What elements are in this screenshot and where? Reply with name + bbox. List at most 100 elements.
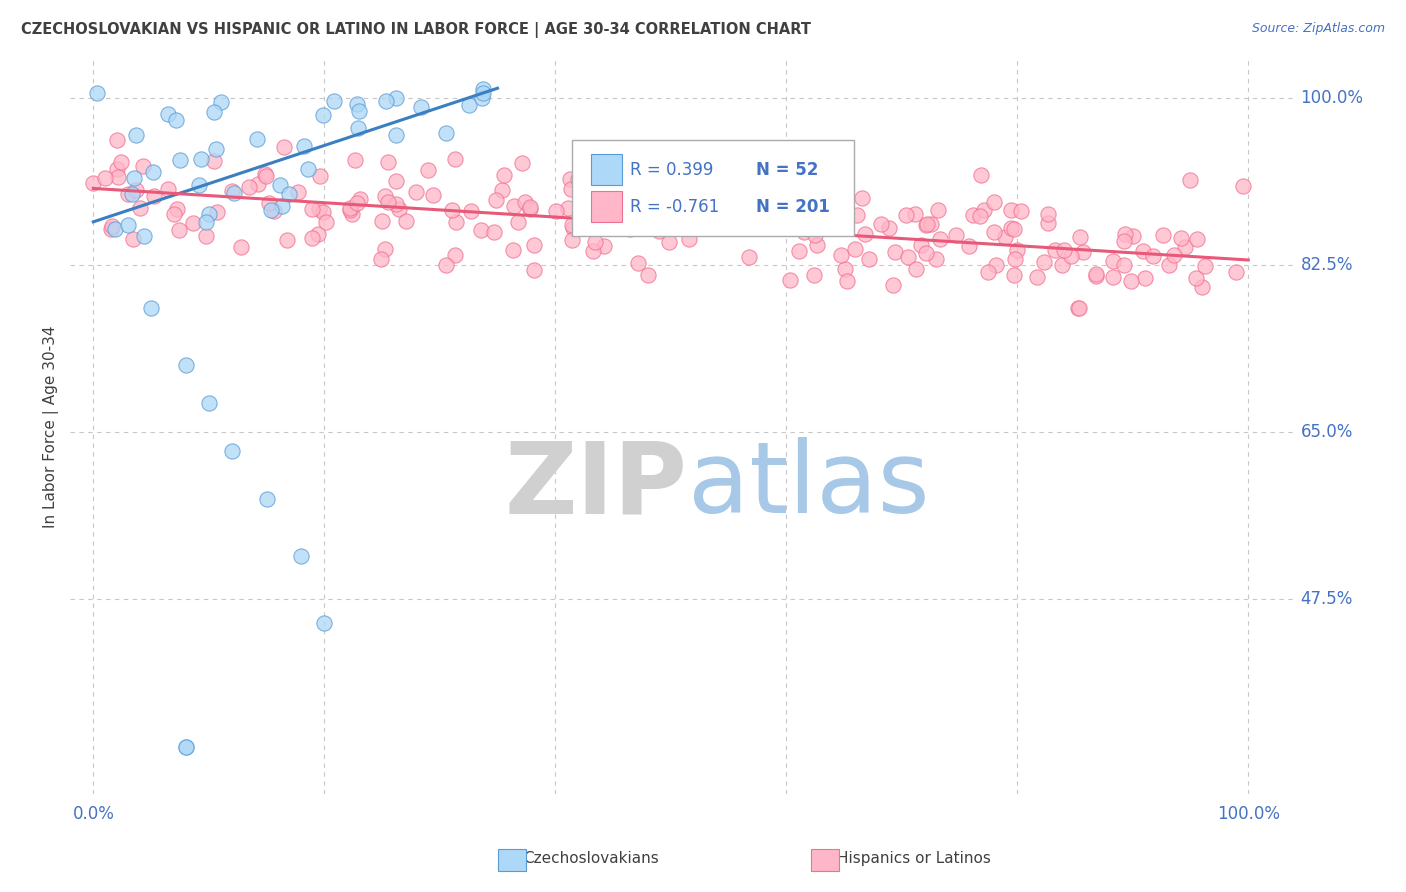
- Text: Czechoslovakians: Czechoslovakians: [523, 851, 658, 865]
- Point: [731, 180, 754, 194]
- Point: [1232, 179, 1254, 194]
- Point: [339, 201, 361, 215]
- Point: [271, 199, 294, 213]
- Point: [174, 358, 197, 372]
- Point: [1069, 229, 1091, 244]
- Point: [1101, 270, 1123, 285]
- Point: [139, 301, 162, 315]
- Point: [830, 248, 852, 262]
- Point: [418, 163, 440, 178]
- Point: [260, 203, 283, 218]
- Point: [915, 218, 938, 232]
- Point: [806, 238, 828, 252]
- Point: [440, 202, 463, 217]
- Y-axis label: In Labor Force | Age 30-34: In Labor Force | Age 30-34: [44, 326, 59, 528]
- Point: [1152, 227, 1174, 242]
- Point: [970, 169, 993, 183]
- Point: [125, 128, 148, 142]
- Point: [738, 250, 761, 264]
- Point: [957, 239, 980, 253]
- Point: [1185, 232, 1208, 246]
- Point: [205, 142, 228, 156]
- Point: [502, 243, 524, 257]
- Point: [458, 98, 481, 112]
- Point: [647, 224, 669, 238]
- Point: [278, 186, 301, 201]
- Point: [346, 120, 368, 135]
- Point: [132, 229, 155, 244]
- Point: [582, 244, 605, 258]
- Point: [1185, 270, 1208, 285]
- Point: [194, 228, 217, 243]
- Point: [395, 214, 418, 228]
- Point: [131, 160, 153, 174]
- Point: [472, 81, 495, 95]
- Point: [915, 245, 938, 260]
- Point: [1119, 275, 1142, 289]
- Point: [627, 256, 650, 270]
- Point: [738, 205, 761, 219]
- Point: [301, 202, 323, 216]
- Point: [124, 170, 146, 185]
- Point: [246, 132, 269, 146]
- Point: [851, 191, 873, 205]
- Point: [287, 185, 309, 199]
- Point: [787, 244, 810, 259]
- Point: [1036, 216, 1059, 230]
- Point: [523, 238, 546, 252]
- Point: [678, 212, 700, 227]
- Point: [977, 265, 1000, 279]
- Point: [572, 211, 595, 225]
- Point: [606, 189, 628, 203]
- Point: [697, 167, 720, 181]
- Point: [82, 176, 104, 190]
- Point: [297, 161, 319, 176]
- Point: [1002, 222, 1025, 236]
- Point: [117, 187, 139, 202]
- Point: [1170, 231, 1192, 245]
- Point: [903, 207, 925, 221]
- Point: [678, 231, 700, 245]
- Point: [174, 739, 197, 754]
- Point: [167, 223, 190, 237]
- Point: [312, 108, 335, 122]
- Point: [384, 128, 406, 142]
- Point: [1033, 255, 1056, 269]
- Point: [371, 213, 394, 227]
- Point: [845, 209, 868, 223]
- Point: [339, 202, 361, 217]
- Point: [1133, 270, 1156, 285]
- Point: [583, 235, 606, 249]
- Point: [803, 268, 825, 282]
- Point: [86, 86, 108, 100]
- Point: [1071, 244, 1094, 259]
- Point: [779, 186, 801, 201]
- Point: [844, 242, 866, 256]
- Point: [94, 170, 117, 185]
- Point: [884, 244, 907, 259]
- Point: [1174, 240, 1197, 254]
- Point: [269, 178, 291, 193]
- Point: [1026, 269, 1049, 284]
- Point: [301, 231, 323, 245]
- Point: [346, 195, 368, 210]
- Point: [198, 207, 221, 221]
- Point: [879, 221, 901, 235]
- Point: [312, 204, 335, 219]
- Point: [945, 228, 967, 243]
- Point: [107, 169, 129, 184]
- Point: [166, 202, 188, 217]
- Point: [513, 194, 536, 209]
- FancyBboxPatch shape: [591, 191, 623, 222]
- Text: atlas: atlas: [689, 437, 931, 534]
- Point: [643, 184, 665, 198]
- Point: [637, 268, 659, 282]
- Point: [853, 227, 876, 241]
- Point: [557, 201, 579, 215]
- Point: [224, 186, 246, 200]
- Point: [125, 183, 148, 197]
- Point: [195, 215, 218, 229]
- Point: [308, 202, 330, 217]
- Point: [1050, 258, 1073, 272]
- FancyBboxPatch shape: [591, 154, 623, 186]
